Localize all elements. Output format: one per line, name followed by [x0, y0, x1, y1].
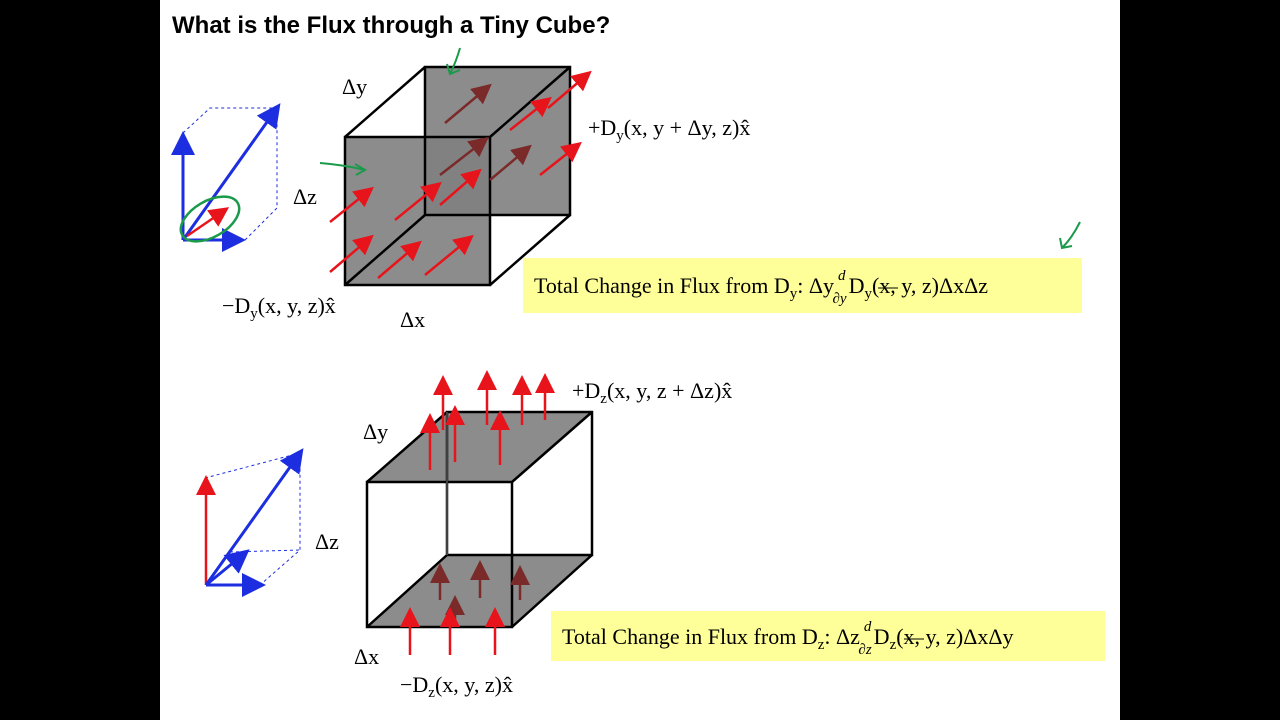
label-dz: Δz — [293, 184, 317, 209]
cube-face — [345, 137, 490, 285]
text-part: z — [428, 685, 435, 701]
text-part: ∂z — [858, 642, 871, 658]
text-part: (x, y, z)ΔxΔz — [872, 273, 988, 298]
text-part: : Δz — [824, 624, 860, 649]
text-part: d — [838, 268, 846, 284]
label-dy: Δy — [363, 419, 388, 444]
minus-flux: −Dz(x, y, z)x̂ — [400, 672, 513, 701]
label-dz: Δz — [315, 529, 339, 554]
cube-face — [367, 412, 592, 482]
text-part: : Δy — [797, 273, 834, 298]
result-box — [551, 611, 1105, 661]
result-text: Total Change in Flux from Dy: Δy d ∂yDy(x,… — [534, 268, 988, 307]
flux-arrows — [400, 370, 555, 655]
plus-flux: +Dz(x, y, z + Δz)x̂ — [572, 378, 732, 407]
slide — [160, 0, 1120, 720]
result-box — [523, 258, 1082, 313]
top-diagram: Δy Δz Δx +Dy(x, y + Δy, z)x̂ −Dy(x, y, z… — [171, 47, 1082, 332]
text-part: Total Change in Flux from D — [534, 273, 790, 298]
slide-title: What is the Flux through a Tiny Cube? — [172, 12, 610, 39]
label-dy: Δy — [342, 74, 367, 99]
text-part: z — [890, 637, 897, 653]
cube-edges — [365, 410, 594, 629]
text-part: +D — [572, 378, 600, 403]
text-part: D — [874, 624, 890, 649]
vector-sketch — [171, 103, 281, 252]
text-part: (x, y + Δy, z)x̂ — [624, 115, 751, 140]
minus-flux: −Dy(x, y, z)x̂ — [222, 293, 336, 322]
text-part: (x, y, z + Δz)x̂ — [607, 378, 732, 403]
text-part: y — [790, 286, 798, 302]
text-part: +D — [588, 115, 616, 140]
text-part: (x, y, z)ΔxΔy — [896, 624, 1013, 649]
text-part: −D — [400, 672, 428, 697]
result-text: Total Change in Flux from Dz: Δz d ∂zDz(x,… — [562, 619, 1014, 658]
text-part: (x, y, z)x̂ — [435, 672, 513, 697]
text-part: −D — [222, 293, 250, 318]
cube-edges — [343, 65, 572, 287]
vector-sketch — [196, 448, 304, 597]
text-part: D — [849, 273, 865, 298]
plus-flux: +Dy(x, y + Δy, z)x̂ — [588, 115, 750, 144]
text-part: Total Change in Flux from D — [562, 624, 818, 649]
text-part: z — [600, 391, 607, 407]
bottom-diagram: Δy Δz Δx +Dz(x, y, z + Δz)x̂ −Dz(x, y, z… — [196, 370, 1105, 701]
flux-arrows — [329, 70, 592, 279]
text-part: y — [864, 286, 872, 302]
text-part: y — [616, 128, 624, 144]
label-dx: Δx — [400, 307, 425, 332]
text-part: z — [818, 637, 825, 653]
text-part: y — [250, 306, 258, 322]
text-part: (x, y, z)x̂ — [258, 293, 336, 318]
text-part: d — [864, 619, 872, 635]
label-dx: Δx — [354, 644, 379, 669]
text-part: ∂y — [832, 291, 846, 307]
